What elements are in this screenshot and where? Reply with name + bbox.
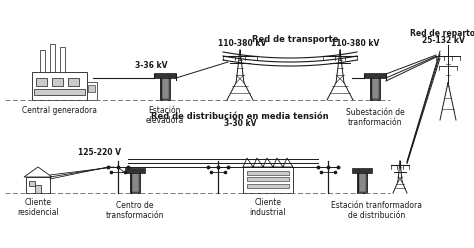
Bar (161, 75, 168, 99)
Text: 3-30 kV: 3-30 kV (224, 119, 256, 128)
Bar (357, 169, 366, 193)
Bar (29, 181, 35, 186)
Bar (51, 44, 55, 72)
Bar (247, 171, 289, 175)
Polygon shape (243, 158, 293, 167)
Bar (88, 82, 98, 100)
Bar (53, 78, 64, 86)
Bar (35, 89, 85, 95)
Bar (371, 74, 381, 100)
Bar (352, 168, 372, 173)
Text: Centro de
transformación: Centro de transformación (106, 201, 164, 220)
Text: Estación
elevadora: Estación elevadora (146, 106, 184, 125)
Bar (33, 72, 88, 100)
Text: Subestación de
tranformación: Subestación de tranformación (346, 108, 404, 127)
Bar (125, 168, 145, 173)
Text: 3-36 kV: 3-36 kV (135, 61, 167, 70)
Bar (160, 74, 169, 100)
Text: Estación tranformadora
de distribución: Estación tranformadora de distribución (331, 201, 422, 220)
Bar (247, 184, 289, 188)
Text: 125-220 V: 125-220 V (79, 148, 121, 157)
Bar (359, 170, 366, 192)
Text: 110-380 kV: 110-380 kV (331, 39, 379, 48)
Bar (132, 170, 139, 192)
Bar (61, 47, 65, 72)
Bar (243, 167, 293, 193)
Bar (131, 170, 138, 192)
Bar (364, 73, 386, 78)
Bar (370, 74, 380, 100)
Text: Central generadora: Central generadora (22, 106, 98, 115)
Text: Cliente
industrial: Cliente industrial (250, 198, 286, 217)
Bar (358, 170, 365, 192)
Text: 110-380 kV: 110-380 kV (218, 39, 266, 48)
Bar (36, 78, 47, 86)
Bar (162, 75, 169, 99)
Text: Cliente
residencial: Cliente residencial (17, 198, 59, 217)
Bar (35, 185, 41, 193)
Bar (358, 169, 367, 193)
Text: Red de distribución en media tensión: Red de distribución en media tensión (151, 112, 329, 121)
Bar (69, 78, 80, 86)
Bar (247, 177, 289, 181)
Bar (154, 73, 176, 78)
Bar (89, 85, 95, 92)
Bar (26, 177, 50, 193)
Bar (372, 75, 380, 99)
Text: 25-132 kV: 25-132 kV (421, 36, 465, 45)
Bar (40, 50, 46, 72)
Text: Red de reparto: Red de reparto (410, 29, 474, 38)
Text: Red de transporte: Red de transporte (252, 35, 338, 44)
Bar (161, 74, 171, 100)
Bar (130, 169, 139, 193)
Polygon shape (24, 167, 52, 177)
Bar (371, 75, 378, 99)
Bar (131, 169, 140, 193)
